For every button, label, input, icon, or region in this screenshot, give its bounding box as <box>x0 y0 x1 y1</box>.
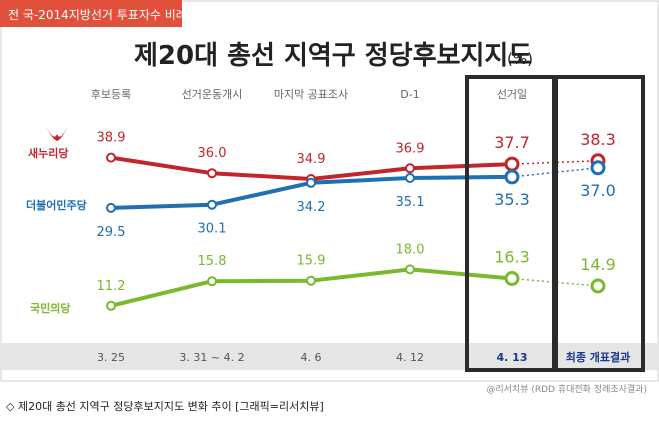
credit-text: @리서치뷰 (RDD 휴대전화 정례조사결과) <box>486 383 647 395</box>
value-label-people: 14.9 <box>580 255 616 274</box>
stage-label: 선거운동개시 <box>182 88 243 101</box>
value-label-people: 15.8 <box>198 254 227 269</box>
legend: 새누리당 더불어민주당 국민의당 <box>26 126 87 315</box>
data-point-people <box>504 271 520 286</box>
value-label-saenuri: 38.3 <box>580 130 616 149</box>
category-label: 3. 25 <box>97 351 125 364</box>
series-dotted-saenuri <box>511 160 599 165</box>
value-labels: 38.9 36.0 34.9 36.9 37.7 38.3 29.5 30.1 34.2 35.1… <box>97 130 616 294</box>
data-point-saenuri <box>106 152 116 163</box>
stage-label: D-1 <box>400 88 419 101</box>
data-point-saenuri <box>504 156 520 172</box>
caption-text: ◇ 제20대 총선 지역구 정당후보지지도 변화 추이 [그래픽=리서치뷰] <box>6 400 324 413</box>
value-label-people: 15.9 <box>297 254 326 269</box>
category-label: 3. 31 ~ 4. 2 <box>179 351 244 364</box>
value-label-saenuri: 34.9 <box>297 152 326 167</box>
category-label: 최종 개표결과 <box>566 350 631 364</box>
legend-people: 국민의당 <box>30 301 70 315</box>
value-label-saenuri: 36.9 <box>396 141 425 156</box>
data-point-minjoo <box>306 177 316 188</box>
data-point-saenuri <box>207 168 217 179</box>
stage-label: 마지막 공표조사 <box>274 88 348 101</box>
data-point-people <box>405 264 415 275</box>
legend-minjoo: 더불어민주당 <box>26 198 87 212</box>
stage-label: 선거일 <box>497 87 527 101</box>
series-dotted-people <box>511 277 599 287</box>
value-label-minjoo: 30.1 <box>198 222 227 237</box>
value-label-minjoo: 35.3 <box>494 190 530 209</box>
chart-title: 제20대 총선 지역구 정당후보지지도 <box>134 41 532 71</box>
value-label-saenuri: 37.7 <box>494 133 530 152</box>
value-label-minjoo: 29.5 <box>97 225 126 240</box>
value-label-minjoo: 37.0 <box>580 181 616 200</box>
data-point-people <box>207 276 217 287</box>
data-point-minjoo <box>405 173 415 183</box>
highlight-boxes <box>465 75 645 372</box>
category-label: 4. 6 <box>301 351 322 364</box>
header-tag-bg <box>0 0 182 27</box>
value-label-minjoo: 35.1 <box>396 195 425 210</box>
value-label-people: 18.0 <box>396 242 425 257</box>
data-point-people <box>590 278 606 294</box>
category-labels: 3. 25 3. 31 ~ 4. 2 4. 6 4. 12 4. 13 최종 개표결과 <box>97 350 630 364</box>
chart-panel <box>0 0 659 382</box>
data-point-saenuri <box>405 163 415 174</box>
stage-labels: 후보등록 선거운동개시 마지막 공표조사 D-1 선거일 <box>91 87 527 101</box>
category-band <box>1 343 658 370</box>
category-label: 4. 12 <box>396 351 424 364</box>
value-label-minjoo: 34.2 <box>297 200 326 215</box>
value-label-saenuri: 36.0 <box>198 146 227 161</box>
category-label: 4. 13 <box>497 351 528 364</box>
value-label-people: 11.2 <box>97 279 126 294</box>
data-point-minjoo <box>106 202 116 213</box>
highlight-box-final-result <box>554 75 645 372</box>
series-points <box>106 152 606 311</box>
stage-label: 후보등록 <box>91 88 131 101</box>
header-tag: 전 국-2014지방선거 투표자수 비례 <box>8 8 187 22</box>
data-point-minjoo <box>590 160 606 176</box>
data-point-people <box>106 300 116 311</box>
data-point-minjoo <box>207 199 217 210</box>
value-label-people: 16.3 <box>494 248 530 267</box>
value-label-saenuri: 38.9 <box>97 131 126 146</box>
data-point-people <box>306 275 316 286</box>
chart-title-unit: (%) <box>507 50 533 68</box>
legend-saenuri: 새누리당 <box>28 146 68 160</box>
saenuri-logo-icon <box>46 126 68 141</box>
data-point-minjoo <box>504 169 520 185</box>
